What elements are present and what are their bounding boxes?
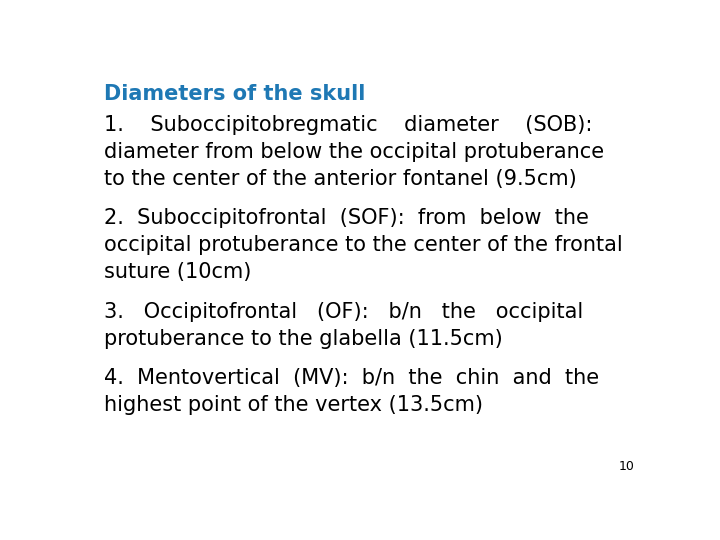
Text: protuberance to the glabella (11.5cm): protuberance to the glabella (11.5cm) (104, 329, 503, 349)
Text: 10: 10 (618, 460, 634, 473)
Text: suture (10cm): suture (10cm) (104, 262, 251, 282)
Text: to the center of the anterior fontanel (9.5cm): to the center of the anterior fontanel (… (104, 168, 577, 189)
Text: occipital protuberance to the center of the frontal: occipital protuberance to the center of … (104, 235, 623, 255)
Text: Diameters of the skull: Diameters of the skull (104, 84, 365, 104)
Text: 2.  Suboccipitofrontal  (SOF):  from  below  the: 2. Suboccipitofrontal (SOF): from below … (104, 208, 589, 228)
Text: 1.    Suboccipitobregmatic    diameter    (SOB):: 1. Suboccipitobregmatic diameter (SOB): (104, 114, 593, 134)
Text: highest point of the vertex (13.5cm): highest point of the vertex (13.5cm) (104, 395, 483, 415)
Text: diameter from below the occipital protuberance: diameter from below the occipital protub… (104, 141, 604, 161)
Text: 3.   Occipitofrontal   (OF):   b/n   the   occipital: 3. Occipitofrontal (OF): b/n the occipit… (104, 302, 583, 322)
Text: 4.  Mentovertical  (MV):  b/n  the  chin  and  the: 4. Mentovertical (MV): b/n the chin and … (104, 368, 599, 388)
